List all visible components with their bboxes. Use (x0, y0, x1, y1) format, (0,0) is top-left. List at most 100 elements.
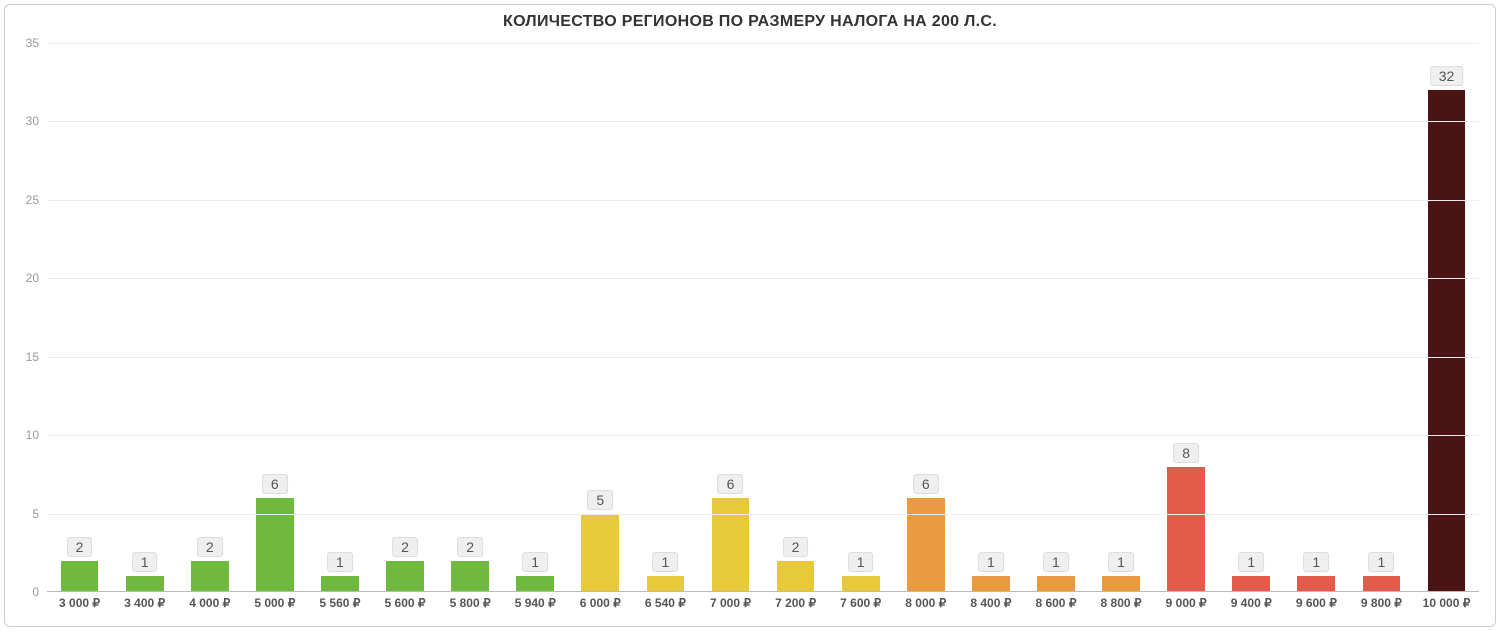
bar-value-label: 32 (1430, 66, 1464, 86)
bar-slot: 2 (177, 43, 242, 592)
bar[interactable]: 2 (191, 561, 229, 592)
x-tick-label: 8 800 ₽ (1089, 596, 1154, 616)
bar-slot: 1 (958, 43, 1023, 592)
bar[interactable]: 6 (907, 498, 945, 592)
bar-value-label: 1 (522, 552, 548, 572)
bar-value-label: 8 (1173, 443, 1199, 463)
bar-slot: 6 (698, 43, 763, 592)
bar[interactable]: 2 (61, 561, 99, 592)
bar-slot: 1 (828, 43, 893, 592)
x-tick-label: 5 940 ₽ (503, 596, 568, 616)
bar-value-label: 1 (132, 552, 158, 572)
bar-value-label: 1 (1043, 552, 1069, 572)
bar[interactable]: 6 (712, 498, 750, 592)
x-tick-label: 10 000 ₽ (1414, 596, 1479, 616)
bar-value-label: 2 (783, 537, 809, 557)
grid-line (47, 121, 1479, 122)
bar[interactable]: 1 (126, 576, 164, 592)
x-tick-label: 5 800 ₽ (438, 596, 503, 616)
x-tick-label: 6 000 ₽ (568, 596, 633, 616)
x-tick-label: 9 400 ₽ (1219, 596, 1284, 616)
bar-value-label: 6 (262, 474, 288, 494)
bar[interactable]: 2 (451, 561, 489, 592)
x-tick-label: 7 600 ₽ (828, 596, 893, 616)
bar-slot: 32 (1414, 43, 1479, 592)
bar-value-label: 1 (1303, 552, 1329, 572)
x-tick-label: 8 400 ₽ (958, 596, 1023, 616)
bar-slot: 8 (1154, 43, 1219, 592)
bar-slot: 1 (1089, 43, 1154, 592)
x-tick-label: 7 200 ₽ (763, 596, 828, 616)
x-tick-label: 3 400 ₽ (112, 596, 177, 616)
grid-line (47, 200, 1479, 201)
bar-slot: 2 (47, 43, 112, 592)
bar[interactable]: 1 (972, 576, 1010, 592)
plot-area: 21261221516216111811132 05101520253035 (47, 43, 1479, 592)
bar-slot: 5 (568, 43, 633, 592)
x-tick-label: 5 000 ₽ (242, 596, 307, 616)
bar-slot: 1 (1284, 43, 1349, 592)
bar-slot: 1 (1349, 43, 1414, 592)
y-tick-label: 10 (26, 428, 47, 442)
chart-title: КОЛИЧЕСТВО РЕГИОНОВ ПО РАЗМЕРУ НАЛОГА НА… (5, 13, 1495, 31)
bar-slot: 6 (242, 43, 307, 592)
bar-slot: 2 (763, 43, 828, 592)
x-tick-label: 9 600 ₽ (1284, 596, 1349, 616)
bar-slot: 1 (503, 43, 568, 592)
bar[interactable]: 5 (581, 514, 619, 592)
x-tick-label: 3 000 ₽ (47, 596, 112, 616)
bar[interactable]: 1 (1102, 576, 1140, 592)
bar[interactable]: 2 (777, 561, 815, 592)
grid-line (47, 43, 1479, 44)
bar-slot: 1 (1023, 43, 1088, 592)
bar[interactable]: 8 (1167, 467, 1205, 592)
bar-value-label: 1 (978, 552, 1004, 572)
y-tick-label: 0 (32, 585, 47, 599)
y-tick-label: 35 (26, 36, 47, 50)
bar[interactable]: 1 (647, 576, 685, 592)
bar-slot: 6 (893, 43, 958, 592)
bar[interactable]: 32 (1428, 90, 1466, 592)
bar[interactable]: 1 (516, 576, 554, 592)
bar-slot: 1 (1219, 43, 1284, 592)
x-tick-label: 6 540 ₽ (633, 596, 698, 616)
bar-value-label: 2 (392, 537, 418, 557)
grid-line (47, 435, 1479, 436)
bar-value-label: 2 (457, 537, 483, 557)
x-tick-label: 5 560 ₽ (307, 596, 372, 616)
chart-frame: КОЛИЧЕСТВО РЕГИОНОВ ПО РАЗМЕРУ НАЛОГА НА… (4, 4, 1496, 627)
x-tick-label: 5 600 ₽ (372, 596, 437, 616)
bar[interactable]: 1 (1363, 576, 1401, 592)
bar[interactable]: 1 (1297, 576, 1335, 592)
y-tick-label: 30 (26, 114, 47, 128)
bar-value-label: 1 (327, 552, 353, 572)
bar[interactable]: 1 (1232, 576, 1270, 592)
bar-value-label: 2 (67, 537, 93, 557)
bar-slot: 2 (372, 43, 437, 592)
y-tick-label: 15 (26, 350, 47, 364)
bar[interactable]: 6 (256, 498, 294, 592)
bar[interactable]: 2 (386, 561, 424, 592)
bar-value-label: 2 (197, 537, 223, 557)
grid-line (47, 357, 1479, 358)
x-tick-label: 8 000 ₽ (893, 596, 958, 616)
bar-value-label: 6 (913, 474, 939, 494)
x-tick-label: 9 000 ₽ (1154, 596, 1219, 616)
x-axis-labels: 3 000 ₽3 400 ₽4 000 ₽5 000 ₽5 560 ₽5 600… (47, 596, 1479, 616)
bar-slot: 1 (633, 43, 698, 592)
x-tick-label: 7 000 ₽ (698, 596, 763, 616)
bar[interactable]: 1 (842, 576, 880, 592)
y-tick-label: 20 (26, 271, 47, 285)
x-tick-label: 9 800 ₽ (1349, 596, 1414, 616)
bar-slot: 2 (438, 43, 503, 592)
bar-value-label: 5 (587, 490, 613, 510)
y-tick-label: 25 (26, 193, 47, 207)
bar-value-label: 1 (1108, 552, 1134, 572)
bar[interactable]: 1 (1037, 576, 1075, 592)
grid-line (47, 514, 1479, 515)
grid-line (47, 278, 1479, 279)
y-tick-label: 5 (32, 507, 47, 521)
x-tick-label: 4 000 ₽ (177, 596, 242, 616)
bar[interactable]: 1 (321, 576, 359, 592)
bar-slot: 1 (112, 43, 177, 592)
